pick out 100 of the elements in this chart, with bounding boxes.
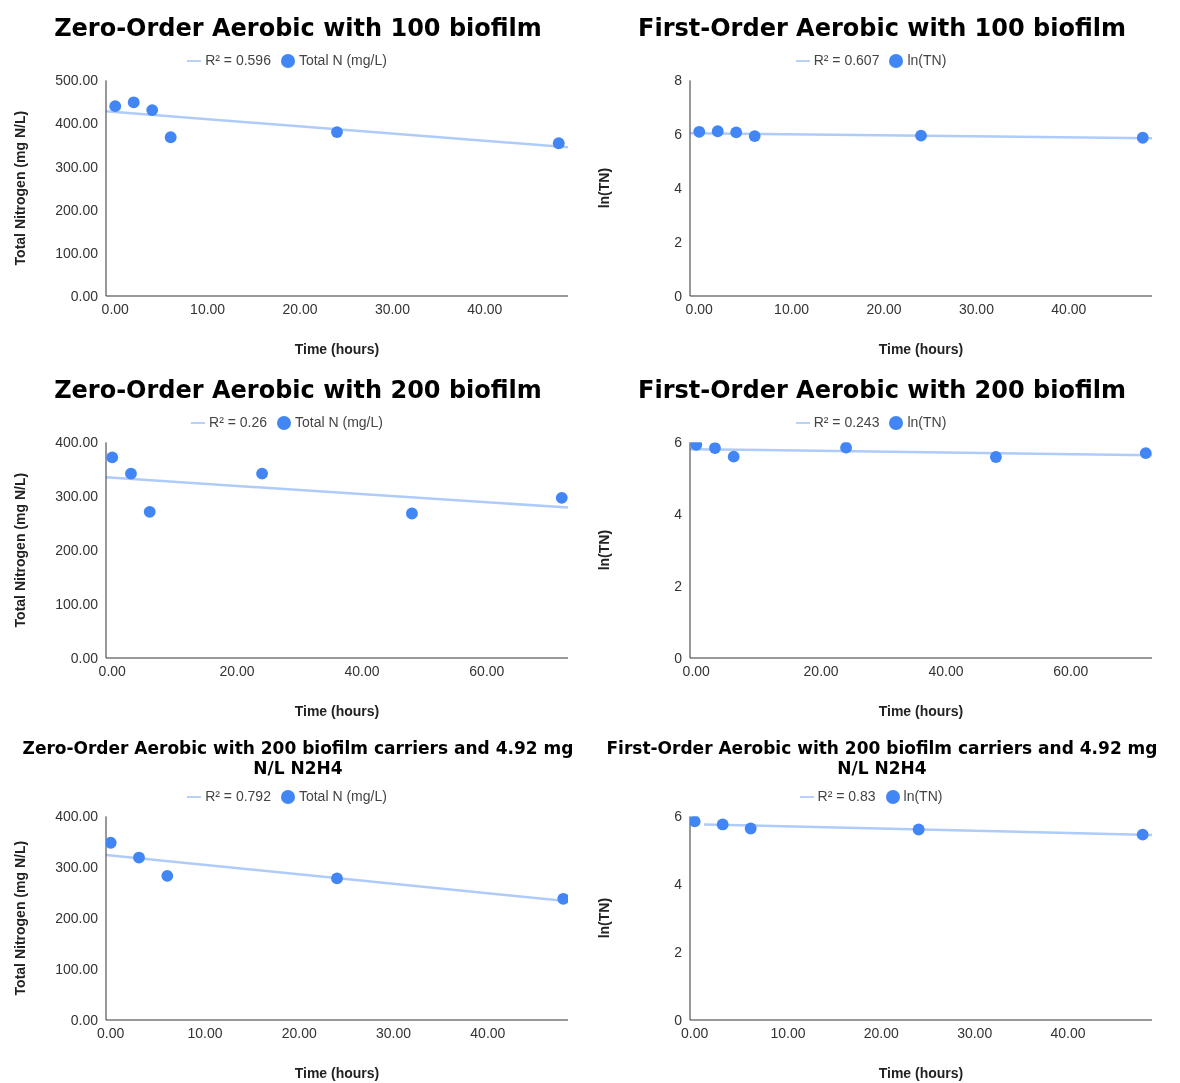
y-tick-label: 0.00 [70,287,99,304]
x-tick-label: 40.00 [928,662,964,679]
x-axis-title: Time (hours) [294,703,380,719]
x-tick-label: 0.00 [97,1024,125,1041]
point [161,869,174,882]
legend-label: ln(TN) [907,414,947,430]
y-tick-label: 2 [674,578,683,595]
y-axis-title: ln(TN) [595,167,612,209]
x-tick-label: 40.00 [344,662,380,679]
y-tick-label: 2 [674,944,683,961]
y-axis-title: Total Nitrogen (mg N/L) [11,110,28,266]
y-tick-label: 4 [674,876,683,893]
point [693,125,706,138]
point [552,137,565,150]
x-tick-label: 30.00 [957,1024,993,1041]
chart-title: Zero-Order Aerobic with 200 biofilm [54,375,542,405]
y-tick-label: 200.00 [55,201,99,218]
x-axis-title: Time (hours) [294,1065,380,1081]
point [143,505,156,518]
point [106,836,117,849]
y-tick-label: 300.00 [55,158,99,175]
y-tick-label: 400.00 [55,808,99,825]
x-tick-label: 20.00 [219,662,255,679]
point [109,100,122,113]
y-tick-label: 200.00 [55,542,99,559]
legend-label: ln(TN) [903,788,943,804]
y-tick-label: 0.00 [70,649,99,666]
x-tick-label: 10.00 [187,1024,223,1041]
point [125,467,137,480]
x-tick-label: 0.00 [98,662,127,679]
y-tick-label: 8 [674,72,683,89]
point [331,872,343,885]
y-tick-label: 400.00 [55,115,99,132]
point [127,96,140,109]
point [730,126,743,139]
x-tick-label: 10.00 [774,300,810,317]
y-tick-label: 100.00 [55,244,99,261]
x-axis-title: Time (hours) [878,1065,964,1081]
y-tick-label: 6 [674,126,683,143]
point [164,131,177,144]
x-tick-label: 20.00 [866,300,902,317]
y-tick-label: 0 [674,287,683,304]
chart-title: Zero-Order Aerobic with 100 biofilm [54,13,542,43]
y-axis-title: Total Nitrogen (mg N/L) [11,472,28,628]
chart-title: First-Order Aerobic with 100 biofilm [638,13,1126,43]
y-tick-label: 0.00 [70,1011,99,1028]
legend-label: Total N (mg/L) [298,788,387,804]
y-tick-label: 6 [674,808,683,825]
legend-label: R² = 0.596 [205,52,271,68]
x-tick-label: 60.00 [469,662,505,679]
point [106,451,119,464]
x-axis-title: Time (hours) [294,341,380,357]
point [1136,131,1149,144]
x-axis-title: Time (hours) [878,703,964,719]
y-tick-label: 0 [674,649,683,666]
y-tick-label: 100.00 [55,596,99,613]
y-tick-label: 2 [674,234,683,251]
point [133,851,145,864]
point [146,104,159,116]
x-tick-label: 0.00 [101,300,130,317]
legend-label: R² = 0.792 [205,788,271,804]
x-tick-label: 20.00 [803,662,839,679]
y-axis-title: ln(TN) [595,529,612,571]
legend-label: R² = 0.83 [817,788,876,804]
legend-label: Total N (mg/L) [298,52,387,68]
y-tick-label: 200.00 [55,910,99,927]
point [711,125,724,138]
x-tick-label: 40.00 [1050,1024,1086,1041]
point [915,129,927,142]
point [557,892,568,905]
y-tick-label: 100.00 [55,961,99,978]
x-axis-title: Time (hours) [878,341,964,357]
point [406,507,418,520]
y-tick-label: 300.00 [55,859,99,876]
legend-label: ln(TN) [907,52,947,68]
point [748,130,761,143]
chart-title: First-Order Aerobic with 200 biofilm carriers and 4.92 mg N/L N2H4 [605,737,1159,779]
point [256,467,268,480]
x-tick-label: 0.00 [685,300,714,317]
chart-title: Zero-Order Aerobic with 200 biofilm carriers and 4.92 mg N/L N2H4 [21,737,575,779]
y-tick-label: 300.00 [55,488,99,505]
legend-label: Total N (mg/L) [295,414,383,430]
x-tick-label: 10.00 [190,300,226,317]
point [555,491,568,504]
legend-label: R² = 0.243 [813,414,880,430]
x-tick-label: 30.00 [958,300,995,317]
y-tick-label: 4 [674,180,683,197]
x-tick-label: 30.00 [374,300,411,317]
y-axis-title: ln(TN) [595,897,612,939]
x-tick-label: 20.00 [281,1024,318,1041]
legend-label: R² = 0.607 [813,52,880,68]
y-tick-label: 0 [674,1011,683,1028]
x-tick-label: 40.00 [470,1024,506,1041]
x-tick-label: 60.00 [1053,662,1089,679]
chart-title: First-Order Aerobic with 200 biofilm [638,375,1126,405]
legend-label: R² = 0.26 [209,414,268,430]
y-tick-label: 400.00 [55,434,99,451]
y-tick-label: 6 [674,434,683,451]
x-tick-label: 10.00 [770,1024,806,1041]
y-axis-title: Total Nitrogen (mg N/L) [11,840,28,996]
